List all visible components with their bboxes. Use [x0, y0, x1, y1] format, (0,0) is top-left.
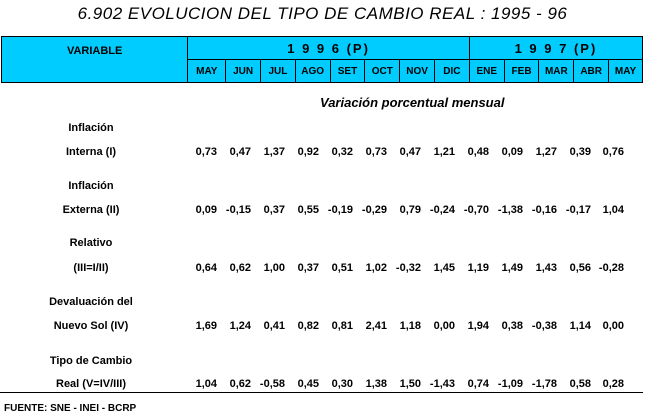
- table-cell: -1,38: [497, 204, 523, 216]
- table-cell: -0,70: [463, 204, 489, 216]
- table-cell: 0,00: [602, 320, 624, 332]
- table-cell: -0,29: [361, 204, 387, 216]
- table-header: VARIABLE 1 9 9 6 (P) 1 9 9 7 (P) MAY JUN J…: [0, 36, 644, 83]
- table-cell: 0,09: [501, 146, 523, 158]
- table-cell: 0,73: [365, 146, 387, 158]
- table-cell: 1,21: [433, 146, 455, 158]
- table-cell: 1,14: [569, 320, 591, 332]
- month-header: MAY: [187, 59, 227, 83]
- table-cell: 0,41: [263, 320, 285, 332]
- table-cell: 0,74: [467, 378, 489, 390]
- table-cell: -0,17: [565, 204, 591, 216]
- table-cell: -0,32: [395, 262, 421, 274]
- month-header: AGO: [294, 59, 331, 83]
- table-cell: 0,55: [297, 204, 319, 216]
- month-header: FEB: [503, 59, 540, 83]
- month-header: JUL: [260, 59, 296, 83]
- table-cell: 1,27: [535, 146, 557, 158]
- table-cell: -1,43: [429, 378, 455, 390]
- table-cell: 0,39: [569, 146, 591, 158]
- table-cell: 0,76: [602, 146, 624, 158]
- month-header: OCT: [364, 59, 401, 83]
- table-cell: -0,28: [598, 262, 624, 274]
- table-cell: 1,49: [501, 262, 523, 274]
- row-label: Inflación: [68, 122, 114, 134]
- table-cell: 1,50: [399, 378, 421, 390]
- variable-header: VARIABLE: [0, 36, 189, 83]
- table-cell: 0,37: [297, 262, 319, 274]
- table-cell: 1,04: [195, 378, 217, 390]
- table-cell: 1,24: [229, 320, 251, 332]
- table-cell: 1,43: [535, 262, 557, 274]
- table-cell: 0,64: [195, 262, 217, 274]
- table-cell: 0,56: [569, 262, 591, 274]
- row-label: (III=I/II): [73, 262, 109, 274]
- row-label: Inflación: [68, 180, 114, 192]
- table-cell: -0,38: [531, 320, 557, 332]
- row-label: Interna (I): [65, 146, 117, 158]
- table-cell: -0,16: [531, 204, 557, 216]
- table-cell: 1,94: [467, 320, 489, 332]
- month-header: NOV: [399, 59, 435, 83]
- table-cell: 0,58: [569, 378, 591, 390]
- page-title: 6.902 EVOLUCION DEL TIPO DE CAMBIO REAL …: [77, 4, 568, 23]
- table-cell: -1,09: [497, 378, 523, 390]
- table-cell: 0,51: [331, 262, 353, 274]
- table-cell: 2,41: [365, 320, 387, 332]
- table-cell: 0,30: [331, 378, 353, 390]
- table-cell: 1,37: [263, 146, 285, 158]
- source-note: FUENTE: SNE - INEI - BCRP: [4, 403, 137, 414]
- table-cell: 0,82: [297, 320, 319, 332]
- table-cell: 0,38: [501, 320, 523, 332]
- table-cell: 0,28: [602, 378, 624, 390]
- table-cell: 1,38: [365, 378, 387, 390]
- month-header: ENE: [468, 59, 505, 83]
- year-1996-header: 1 9 9 6 (P): [187, 36, 470, 60]
- table-cell: 0,79: [399, 204, 421, 216]
- table-cell: 1,02: [365, 262, 387, 274]
- table-cell: 0,48: [467, 146, 489, 158]
- table-cell: -0,19: [327, 204, 353, 216]
- table-cell: 0,73: [195, 146, 217, 158]
- table-cell: 0,37: [263, 204, 285, 216]
- table-cell: 0,45: [297, 378, 319, 390]
- table-cell: 0,92: [297, 146, 319, 158]
- row-label: Devaluación del: [49, 296, 133, 308]
- table-cell: 0,47: [229, 146, 251, 158]
- table-cell: 0,81: [331, 320, 353, 332]
- table-cell: 0,62: [229, 378, 251, 390]
- month-header: SET: [329, 59, 366, 83]
- month-header: DIC: [433, 59, 470, 83]
- table-cell: -1,78: [531, 378, 557, 390]
- table-cell: -0,15: [225, 204, 251, 216]
- table-cell: 1,45: [433, 262, 455, 274]
- table-cell: 1,04: [602, 204, 624, 216]
- table-subtitle: Variación porcentual mensual: [320, 95, 505, 110]
- table-cell: 1,19: [467, 262, 489, 274]
- row-label: Nuevo Sol (IV): [53, 320, 129, 332]
- table-cell: 1,00: [263, 262, 285, 274]
- table-cell: 1,18: [399, 320, 421, 332]
- year-1997-header: 1 9 9 7 (P): [468, 36, 644, 60]
- bottom-rule: [0, 392, 643, 393]
- row-label: Relativo: [69, 237, 113, 249]
- table-cell: 1,69: [195, 320, 217, 332]
- table-cell: 0,09: [195, 204, 217, 216]
- table-cell: -0,24: [429, 204, 455, 216]
- month-header: ABR: [573, 59, 610, 83]
- table-cell: 0,32: [331, 146, 353, 158]
- month-header: MAY: [608, 59, 643, 83]
- month-header: JUN: [225, 59, 261, 83]
- row-label: Real (V=IV/III): [56, 378, 126, 390]
- row-label: Tipo de Cambio: [49, 355, 133, 367]
- month-header: MAR: [538, 59, 575, 83]
- table-cell: 0,47: [399, 146, 421, 158]
- table-cell: 0,62: [229, 262, 251, 274]
- table-cell: -0,58: [259, 378, 285, 390]
- table-cell: 0,00: [433, 320, 455, 332]
- row-label: Externa (II): [62, 204, 120, 216]
